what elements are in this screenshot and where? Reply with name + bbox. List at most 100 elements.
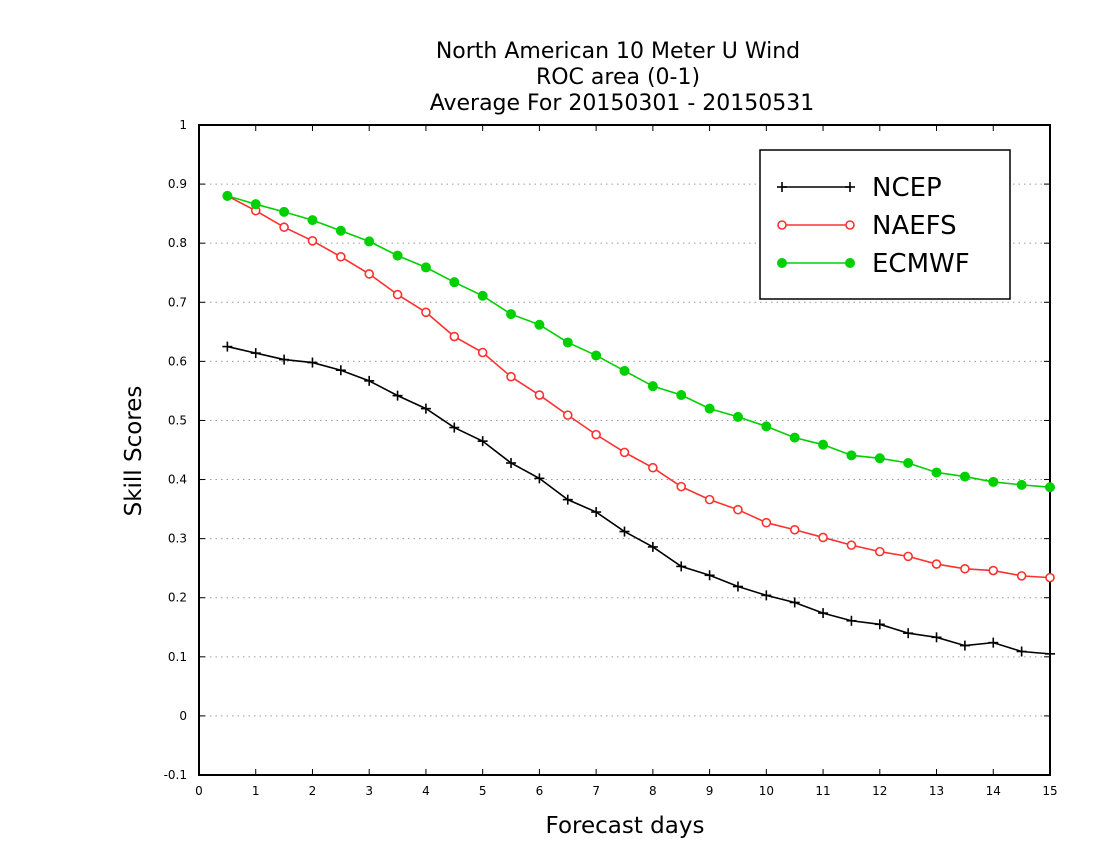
data-point-ncep — [364, 375, 375, 386]
data-point-ncep — [222, 341, 233, 352]
data-point-ncep — [562, 494, 573, 505]
x-tick-label: 13 — [929, 784, 944, 798]
chart-title-line-2: ROC area (0-1) — [536, 65, 700, 90]
y-tick-label: 0.1 — [168, 650, 187, 664]
data-point-ncep — [959, 640, 970, 651]
data-point-naefs — [789, 524, 800, 535]
data-point-naefs — [279, 222, 289, 233]
data-point-naefs — [1045, 572, 1055, 583]
x-tick-label: 4 — [422, 784, 430, 798]
data-point-ecmwf — [903, 458, 914, 468]
x-tick-label: 3 — [365, 784, 373, 798]
data-point-ncep — [420, 403, 431, 414]
data-point-ncep — [506, 458, 517, 468]
data-point-ecmwf — [506, 309, 517, 320]
data-point-ecmwf — [335, 225, 346, 236]
data-point-ncep — [647, 541, 658, 552]
legend-item-ecmwf: ECMWF — [777, 249, 970, 279]
series-line-naefs — [226, 195, 1051, 579]
data-point-naefs — [846, 540, 857, 550]
legend-marker — [845, 258, 855, 268]
legend-item-naefs: NAEFS — [777, 211, 957, 241]
legend-marker — [777, 258, 787, 268]
data-point-ecmwf — [818, 439, 829, 450]
x-tick-label: 8 — [649, 784, 657, 798]
data-point-naefs — [960, 563, 970, 574]
x-tick-label: 15 — [1042, 784, 1057, 798]
data-point-ecmwf — [761, 421, 772, 432]
data-point-naefs — [704, 494, 715, 505]
x-tick-label: 0 — [195, 784, 203, 798]
data-point-naefs — [591, 429, 601, 440]
y-tick-label: 0 — [179, 709, 187, 723]
chart-title-line-1: North American 10 Meter U Wind — [436, 39, 800, 64]
legend-marker — [845, 220, 855, 230]
data-point-ncep — [619, 526, 630, 537]
data-point-ncep — [704, 570, 715, 581]
data-point-ncep — [761, 590, 772, 601]
data-point-naefs — [903, 551, 913, 562]
data-point-ecmwf — [789, 432, 800, 443]
data-point-naefs — [449, 331, 460, 342]
x-tick-label: 14 — [986, 784, 1001, 798]
y-tick-label: 0.3 — [168, 532, 187, 546]
legend-label-ecmwf: ECMWF — [872, 249, 970, 279]
y-axis-label: Skill Scores — [121, 386, 147, 517]
data-point-ncep — [846, 615, 857, 626]
data-point-ncep — [449, 422, 460, 433]
legend-marker — [777, 182, 787, 192]
data-point-ecmwf — [477, 290, 488, 301]
data-point-ecmwf — [1045, 482, 1055, 493]
data-point-ncep — [1045, 648, 1055, 659]
x-tick-label: 10 — [759, 784, 774, 798]
data-point-ecmwf — [591, 350, 602, 361]
data-point-ecmwf — [1016, 479, 1027, 490]
data-point-ncep — [307, 357, 318, 368]
data-point-naefs — [364, 269, 375, 279]
data-point-ecmwf — [364, 236, 375, 247]
legend-marker — [845, 182, 855, 192]
series-naefs — [222, 191, 1055, 583]
data-point-ecmwf — [619, 365, 630, 376]
data-point-ecmwf — [732, 411, 743, 422]
x-tick-label: 11 — [815, 784, 830, 798]
data-point-ecmwf — [647, 381, 658, 392]
y-tick-label: 0.9 — [168, 177, 187, 191]
y-tick-label: -0.1 — [164, 768, 187, 782]
y-tick-label: 0.4 — [168, 473, 187, 487]
data-point-ecmwf — [846, 450, 857, 461]
data-point-ncep — [392, 390, 403, 401]
data-point-ecmwf — [931, 467, 942, 478]
x-tick-label: 1 — [252, 784, 260, 798]
axis-ticks: -0.100.10.20.30.40.50.60.70.80.910 1 2 3 4 5 6… — [164, 118, 1058, 798]
legend: NCEP NAEFS ECMWF — [759, 149, 1011, 300]
data-point-ncep — [732, 581, 743, 592]
y-tick-label: 0.5 — [168, 413, 187, 427]
data-point-naefs — [988, 565, 999, 576]
data-point-ncep — [591, 507, 602, 518]
data-point-ncep — [903, 628, 914, 639]
data-point-ecmwf — [222, 190, 233, 201]
data-point-naefs — [392, 289, 403, 300]
data-point-naefs — [421, 307, 431, 318]
x-axis-label: Forecast days — [546, 813, 705, 839]
data-point-ncep — [477, 436, 488, 447]
data-point-naefs — [733, 504, 743, 515]
data-point-naefs — [506, 371, 516, 382]
legend-marker — [777, 220, 787, 230]
x-tick-label: 9 — [706, 784, 714, 798]
data-point-naefs — [307, 236, 318, 246]
data-point-naefs — [648, 462, 658, 473]
data-point-naefs — [676, 481, 687, 492]
data-point-naefs — [562, 410, 573, 420]
series-ecmwf — [222, 190, 1055, 493]
x-tick-label: 6 — [536, 784, 544, 798]
data-point-ncep — [250, 348, 261, 359]
data-point-ncep — [931, 632, 942, 643]
data-point-ncep — [534, 473, 545, 484]
data-point-ecmwf — [307, 215, 318, 226]
data-point-ncep — [874, 619, 885, 630]
data-point-naefs — [336, 251, 346, 262]
y-tick-label: 0.7 — [168, 295, 187, 309]
